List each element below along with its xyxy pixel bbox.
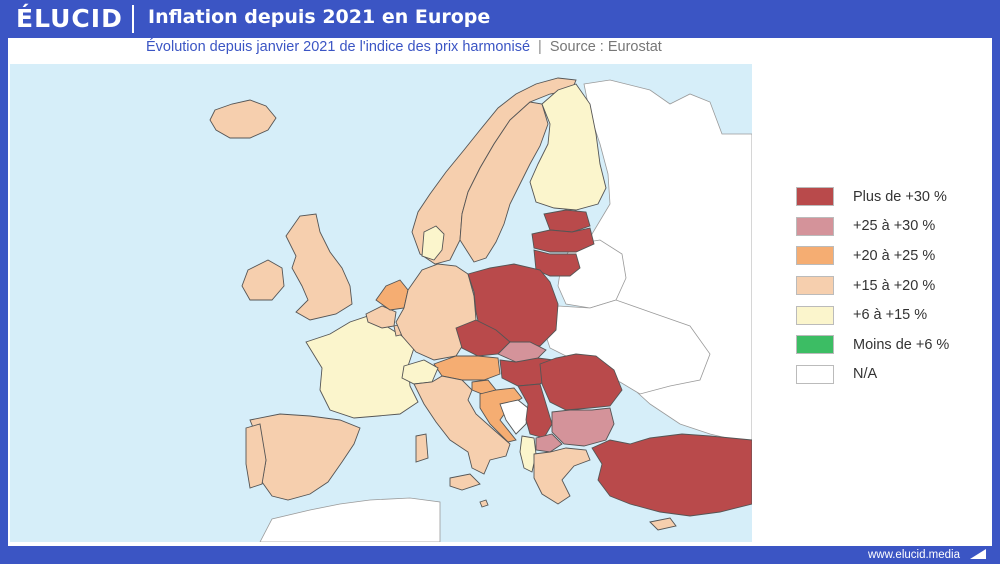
country-iceland <box>209 99 277 139</box>
island-sicily <box>449 473 481 491</box>
europe-map-svg <box>209 77 752 542</box>
country-latvia <box>531 227 595 253</box>
island-sardinia <box>415 433 429 463</box>
legend-swatch-15-20 <box>796 276 834 296</box>
legend-label: +20 à +25 % <box>853 247 936 264</box>
north-africa-land <box>259 497 441 542</box>
legend-item: +15 à +20 % <box>796 271 949 301</box>
country-poland <box>467 263 559 347</box>
elucid-logo: ÉLUCID <box>16 4 123 33</box>
footer-url: www.elucid.media <box>867 549 960 561</box>
country-albania <box>519 435 537 473</box>
subtitle-text: Évolution depuis janvier 2021 de l'indic… <box>146 39 531 55</box>
country-north-macedonia <box>535 433 563 453</box>
country-malta <box>479 499 489 508</box>
map-subtitle: Évolution depuis janvier 2021 de l'indic… <box>146 39 662 55</box>
country-uk <box>285 213 353 321</box>
legend-swatch-na <box>796 364 834 384</box>
europe-map <box>10 64 752 542</box>
country-turkey <box>591 433 752 517</box>
country-spain <box>249 413 361 501</box>
country-romania <box>539 353 623 411</box>
legend-item: Plus de +30 % <box>796 182 949 212</box>
map-legend: Plus de +30 % +25 à +30 % +20 à +25 % +1… <box>796 182 949 389</box>
legend-swatch-25-30 <box>796 216 834 236</box>
page-title: Inflation depuis 2021 en Europe <box>148 6 491 28</box>
subtitle-separator: | <box>538 39 542 55</box>
country-finland <box>529 83 607 211</box>
legend-swatch-6-15 <box>796 305 834 325</box>
legend-label: Plus de +30 % <box>853 188 947 205</box>
country-cyprus <box>649 517 677 531</box>
elucid-mark-icon <box>970 549 986 559</box>
country-ukraine <box>543 299 711 395</box>
legend-label: Moins de +6 % <box>853 336 950 353</box>
country-portugal <box>245 423 267 489</box>
logo-separator <box>132 5 134 33</box>
legend-item: +25 à +30 % <box>796 212 949 242</box>
legend-item: Moins de +6 % <box>796 330 949 360</box>
country-france <box>305 315 419 419</box>
country-ireland <box>241 259 285 301</box>
legend-label: +15 à +20 % <box>853 277 936 294</box>
legend-label: N/A <box>853 366 878 383</box>
country-sweden <box>459 101 549 263</box>
legend-label: +25 à +30 % <box>853 218 936 235</box>
country-italy <box>413 375 511 475</box>
legend-swatch-plus-30 <box>796 187 834 207</box>
country-denmark <box>421 225 445 261</box>
legend-swatch-under-6 <box>796 335 834 355</box>
legend-swatch-20-25 <box>796 246 834 266</box>
legend-item: +20 à +25 % <box>796 241 949 271</box>
legend-item: +6 à +15 % <box>796 300 949 330</box>
legend-label: +6 à +15 % <box>853 307 928 324</box>
country-bulgaria <box>551 407 615 447</box>
country-estonia <box>543 209 591 233</box>
country-netherlands <box>375 279 409 311</box>
header-bar: ÉLUCID Inflation depuis 2021 en Europe <box>0 0 1000 38</box>
source-note: Source : Eurostat <box>549 39 662 55</box>
legend-item: N/A <box>796 360 949 390</box>
country-greece <box>533 447 591 505</box>
country-bosnia <box>499 399 529 435</box>
